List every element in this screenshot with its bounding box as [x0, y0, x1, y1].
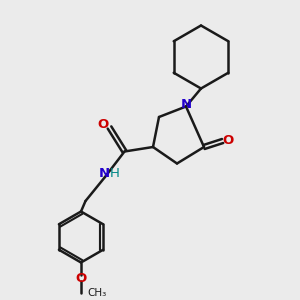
- Text: O: O: [222, 134, 234, 147]
- Text: N: N: [99, 167, 110, 180]
- Text: H: H: [110, 167, 119, 180]
- Text: N: N: [180, 98, 192, 111]
- Text: CH₃: CH₃: [88, 287, 107, 298]
- Text: O: O: [98, 118, 109, 131]
- Text: O: O: [75, 272, 87, 285]
